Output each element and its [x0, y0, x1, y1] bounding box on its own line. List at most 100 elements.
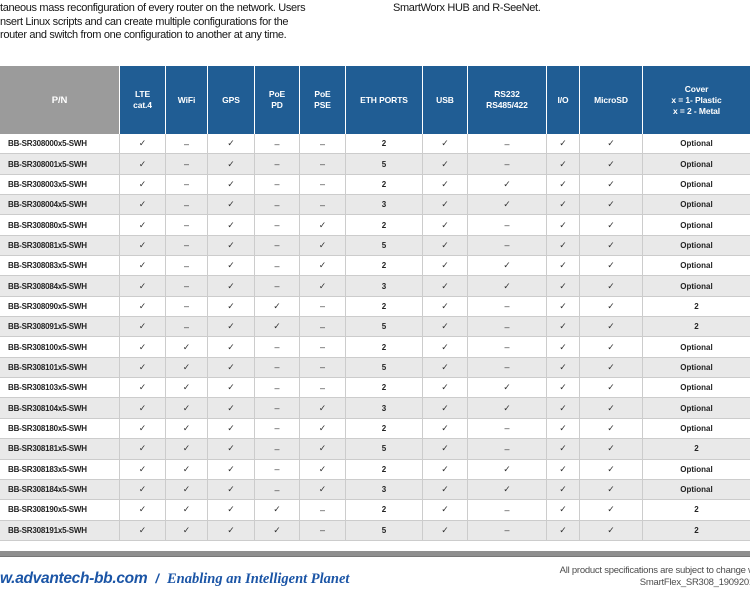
spec-table-body: BB-SR308000x5-SWH ✓ – ✓ – –2 ✓ – ✓ ✓ Optional BB-SR…	[0, 134, 750, 541]
spec-cell: ✓	[580, 256, 643, 276]
spec-cell: ✓	[580, 398, 643, 418]
spec-cell: 2	[694, 322, 699, 332]
header-cell-1: LTE cat.4	[120, 66, 166, 134]
spec-cell: ✓	[208, 195, 255, 215]
spec-cell: Optional	[680, 464, 713, 474]
spec-cell: –	[255, 235, 300, 256]
part-number-cell: BB-SR308103x5-SWH	[0, 378, 120, 398]
spec-cell: –	[255, 459, 300, 479]
spec-cell: ✓	[166, 500, 208, 520]
spec-cell: 2	[346, 500, 423, 520]
spec-cell: ✓	[547, 479, 580, 500]
spec-cell: ✓	[580, 479, 643, 500]
spec-cell: Optional	[680, 383, 713, 393]
header-cell-0: P/N	[0, 66, 120, 134]
spec-cell: –	[166, 276, 208, 296]
spec-cell: Optional	[680, 403, 713, 413]
spec-cell: ✓	[547, 235, 580, 256]
spec-cell: –	[255, 357, 300, 378]
spec-cell: –	[468, 134, 547, 154]
part-number-cell: BB-SR308080x5-SWH	[0, 215, 120, 235]
spec-cell: Optional	[680, 179, 713, 189]
spec-cell: –	[255, 439, 300, 459]
spec-cell: ✓	[580, 378, 643, 398]
part-number-cell: BB-SR308181x5-SWH	[0, 439, 120, 459]
spec-cell: ✓	[580, 500, 643, 520]
spec-cell: 2	[346, 378, 423, 398]
spec-cell: ✓	[120, 520, 166, 540]
spec-cell: ✓	[300, 276, 346, 296]
spec-cell: ✓	[120, 317, 166, 337]
part-number-cell: BB-SR308180x5-SWH	[0, 418, 120, 439]
spec-cell: ✓	[208, 154, 255, 174]
footer-divider	[0, 551, 750, 557]
spec-cell: ✓	[423, 134, 468, 154]
intro-paragraph-left: taneous mass reconfiguration of every ro…	[0, 2, 380, 43]
table-row: BB-SR308100x5-SWH ✓ ✓ ✓ – –2 ✓ – ✓ ✓ Optional	[0, 337, 750, 358]
spec-cell: ✓	[208, 378, 255, 398]
spec-cell: Optional	[680, 281, 713, 291]
spec-cell: –	[300, 296, 346, 317]
part-number-cell: BB-SR308081x5-SWH	[0, 235, 120, 256]
spec-cell: 2	[346, 134, 423, 154]
spec-cell: ✓	[300, 479, 346, 500]
spec-cell: ✓	[120, 256, 166, 276]
spec-cell: –	[300, 378, 346, 398]
website-link[interactable]: w.advantech-bb.com	[0, 570, 148, 587]
spec-cell: ✓	[208, 174, 255, 195]
spec-cell: 5	[346, 317, 423, 337]
spec-cell: 2	[694, 525, 699, 535]
product-spec-table: P/N LTE cat.4 WiFi GPS PoE PD PoE PSE ETH PORT…	[0, 66, 750, 541]
spec-cell: ✓	[547, 398, 580, 418]
spec-cell: ✓	[255, 317, 300, 337]
spec-cell: ✓	[580, 154, 643, 174]
spec-cell: –	[255, 418, 300, 439]
spec-cell: –	[468, 296, 547, 317]
spec-cell: ✓	[468, 459, 547, 479]
spec-cell: ✓	[468, 479, 547, 500]
spec-cell: Optional	[680, 261, 713, 271]
spec-cell: ✓	[580, 337, 643, 357]
table-row: BB-SR308104x5-SWH ✓ ✓ ✓ – ✓ 3 ✓ ✓ ✓ ✓ Optional	[0, 398, 750, 419]
spec-cell: 2	[694, 301, 699, 311]
footer-branding: w.advantech-bb.com / Enabling an Intelli…	[0, 570, 349, 588]
spec-cell: ✓	[423, 398, 468, 418]
part-number-cell: BB-SR308191x5-SWH	[0, 520, 120, 540]
table-row: BB-SR308090x5-SWH ✓ – ✓ ✓ –2 ✓ – ✓ ✓ 2	[0, 296, 750, 318]
spec-cell: ✓	[423, 520, 468, 540]
spec-cell: –	[300, 357, 346, 378]
spec-cell: 5	[346, 439, 423, 459]
spec-table-header: P/N LTE cat.4 WiFi GPS PoE PD PoE PSE ETH PORT…	[0, 66, 750, 134]
spec-cell: –	[166, 215, 208, 235]
part-number-cell: BB-SR308001x5-SWH	[0, 154, 120, 174]
spec-cell: 2	[346, 215, 423, 235]
spec-cell: –	[166, 195, 208, 215]
spec-cell: ✓	[208, 418, 255, 439]
spec-cell: ✓	[208, 296, 255, 317]
spec-cell: Optional	[680, 220, 713, 230]
spec-cell: ✓	[120, 235, 166, 256]
spec-cell: ✓	[300, 256, 346, 276]
spec-cell: –	[255, 276, 300, 296]
spec-cell: ✓	[166, 459, 208, 479]
spec-cell: –	[166, 317, 208, 337]
spec-cell: –	[468, 337, 547, 357]
spec-cell: ✓	[120, 215, 166, 235]
spec-cell: ✓	[166, 439, 208, 459]
part-number-cell: BB-SR308091x5-SWH	[0, 317, 120, 337]
spec-cell: –	[255, 479, 300, 500]
part-number-cell: BB-SR308184x5-SWH	[0, 479, 120, 500]
table-row: BB-SR308083x5-SWH ✓ – ✓ – ✓ 2 ✓ ✓ ✓ ✓ Optional	[0, 256, 750, 277]
intro-line-1: taneous mass reconfiguration of every ro…	[0, 2, 306, 14]
spec-cell: ✓	[580, 520, 643, 540]
spec-cell: ✓	[580, 235, 643, 256]
spec-cell: ✓	[300, 398, 346, 418]
header-cell-4: PoE PD	[255, 66, 300, 134]
spec-cell: 2	[346, 337, 423, 357]
spec-cell: Optional	[680, 139, 713, 149]
spec-cell: –	[468, 520, 547, 540]
spec-cell: ✓	[468, 398, 547, 418]
footer-slash: /	[155, 571, 159, 586]
spec-cell: 3	[346, 195, 423, 215]
spec-cell: ✓	[423, 479, 468, 500]
